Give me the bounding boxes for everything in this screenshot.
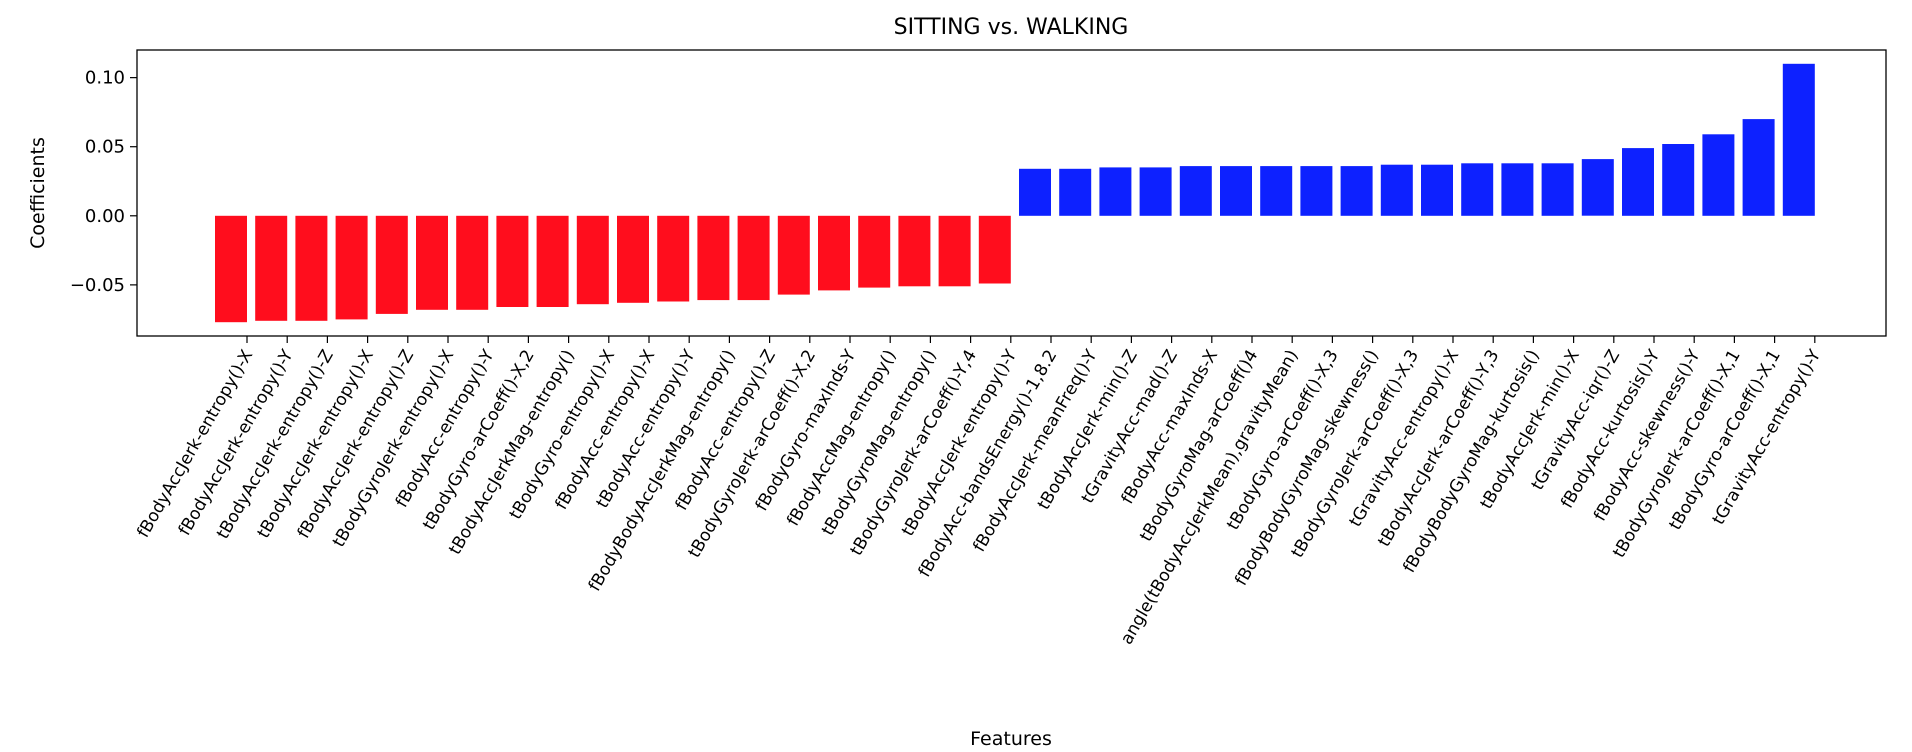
bar [938,215,971,287]
bar [1421,164,1453,216]
bar [1742,119,1775,216]
bar [375,215,408,314]
x-axis-ticks: fBodyAccJerk-entropy()-XfBodyAccJerk-ent… [133,336,1825,648]
bar [1340,166,1373,216]
bar [657,215,690,302]
y-axis-ticks: 0.10 0.05 0.00 −0.05 [70,68,137,296]
y-tick-label: 0.00 [85,206,125,227]
bar [737,215,770,301]
bar [1461,163,1494,216]
bar [1501,163,1534,216]
bar [215,215,247,323]
bar [295,215,328,321]
bar [1260,166,1293,216]
bar [576,215,609,305]
bar [536,215,569,307]
bar [818,215,850,291]
bar [898,215,931,287]
bar [1300,166,1333,216]
bar [1019,168,1051,216]
bar [858,215,891,288]
plot-area-frame [136,49,1887,337]
bar [1782,63,1815,216]
bar [1059,168,1092,216]
x-axis-label: Features [970,728,1052,750]
bar [255,215,288,321]
bar [1541,163,1574,216]
bar [697,215,730,301]
bar [617,215,649,303]
bar [1220,166,1252,216]
bar [1702,134,1735,216]
bar [1662,144,1695,216]
bar [1622,148,1654,216]
chart-title: SITTING vs. WALKING [894,15,1129,40]
bar [335,215,368,320]
y-axis-label: Coefficients [27,137,49,249]
bar [416,215,448,310]
bar [1099,167,1132,216]
bar [777,215,810,295]
bar [456,215,489,310]
bar [1179,166,1212,216]
bar [1139,167,1172,216]
bar [1380,164,1413,216]
bar [978,215,1011,284]
bar [496,215,529,307]
y-tick-label: 0.05 [85,137,125,158]
bar [1581,159,1614,216]
bars-group [215,63,1815,323]
y-tick-label: 0.10 [85,68,125,89]
y-tick-label: −0.05 [70,275,125,296]
